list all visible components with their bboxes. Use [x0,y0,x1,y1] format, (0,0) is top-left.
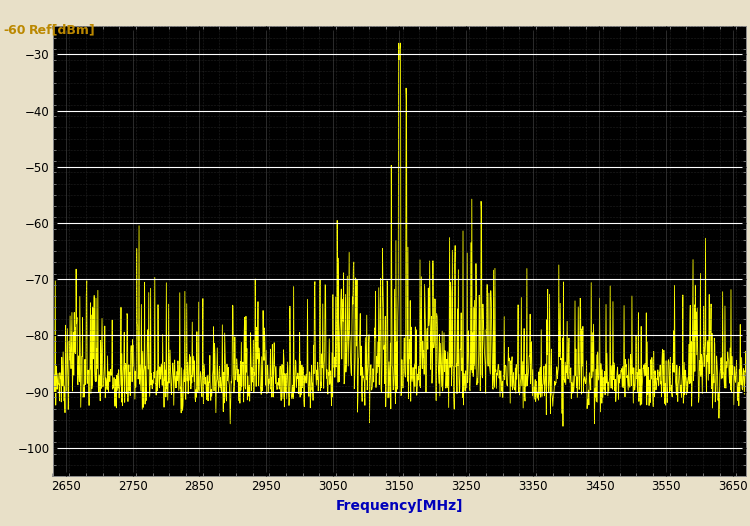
Text: Ref[dBm]: Ref[dBm] [28,24,95,37]
Text: -60: -60 [4,24,26,37]
X-axis label: Frequency[MHz]: Frequency[MHz] [336,499,464,513]
